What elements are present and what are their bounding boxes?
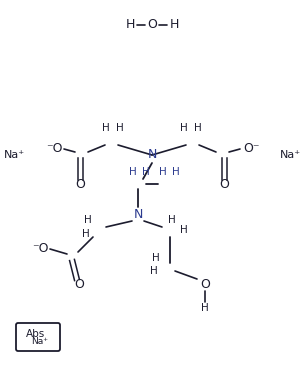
Text: N: N	[147, 149, 157, 161]
Text: O: O	[200, 277, 210, 291]
Text: O: O	[147, 18, 157, 32]
Text: H: H	[102, 123, 110, 133]
Text: H: H	[168, 215, 176, 225]
Text: H: H	[180, 123, 188, 133]
Text: H: H	[129, 167, 137, 177]
Text: H: H	[180, 225, 188, 235]
Text: Na⁺: Na⁺	[279, 150, 301, 160]
Text: O: O	[219, 178, 229, 192]
Text: O⁻: O⁻	[244, 142, 260, 156]
Text: Abs: Abs	[26, 329, 46, 339]
Text: Na⁺: Na⁺	[32, 338, 49, 346]
Text: H: H	[201, 303, 209, 313]
Text: O: O	[75, 178, 85, 192]
Text: H: H	[194, 123, 202, 133]
Text: H: H	[142, 167, 150, 177]
Text: ⁻O: ⁻O	[46, 142, 62, 156]
Text: O: O	[74, 279, 84, 291]
Text: H: H	[150, 266, 158, 276]
Text: H: H	[172, 167, 180, 177]
Text: H: H	[82, 229, 90, 239]
Text: H: H	[169, 18, 179, 32]
Text: N: N	[133, 208, 143, 222]
Text: H: H	[116, 123, 124, 133]
Text: H: H	[84, 215, 92, 225]
Text: Na⁺: Na⁺	[3, 150, 25, 160]
Text: H: H	[159, 167, 167, 177]
Text: H: H	[152, 253, 160, 263]
FancyBboxPatch shape	[16, 323, 60, 351]
Text: ⁻O: ⁻O	[32, 243, 48, 255]
Text: H: H	[125, 18, 135, 32]
